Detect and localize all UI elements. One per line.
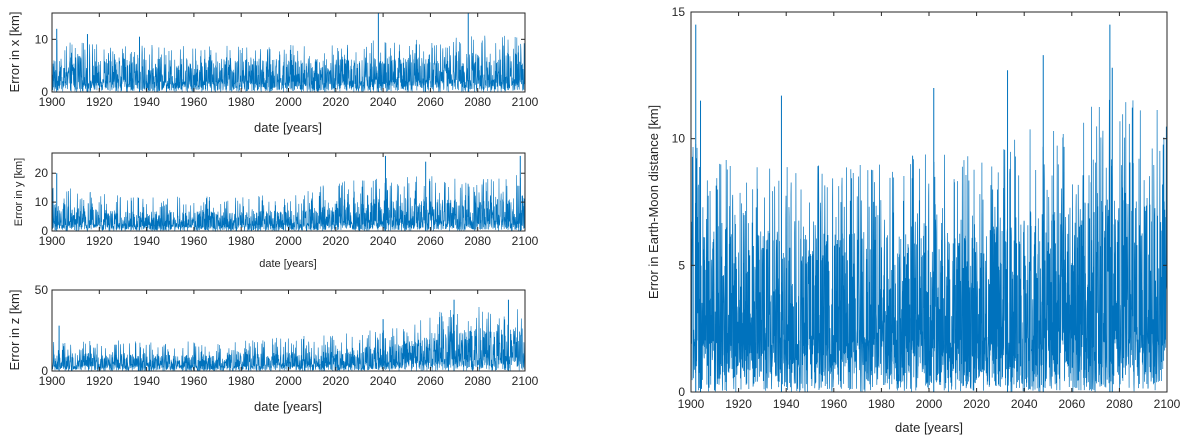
x-tick-label: 2080	[464, 374, 491, 388]
y-tick-label: 10	[672, 132, 686, 146]
y-axis-label-y: Error in y [km]	[13, 158, 25, 226]
x-tick-label: 2020	[963, 397, 990, 411]
y-tick-label: 10	[35, 195, 49, 209]
y-axis-label-x: Error in x [km]	[7, 12, 22, 93]
x-tick-label: 1980	[228, 374, 255, 388]
x-tick-label: 2080	[1106, 397, 1133, 411]
x-tick-label: 2040	[370, 234, 397, 248]
x-tick-label: 1960	[181, 374, 208, 388]
x-tick-label: 2060	[1058, 397, 1085, 411]
x-tick-label: 2040	[370, 374, 397, 388]
series-line	[51, 175, 526, 233]
axes-frame	[51, 289, 526, 372]
x-tick-label: 1900	[678, 397, 705, 411]
x-tick-label: 2080	[464, 234, 491, 248]
x-tick-label: 1900	[39, 234, 66, 248]
y-tick-label: 50	[35, 283, 49, 297]
x-tick-label: 2020	[322, 95, 349, 109]
y-axis-label-distance: Error in Earth-Moon distance [km]	[646, 105, 661, 299]
x-tick-label: 1920	[725, 397, 752, 411]
x-tick-label: 1960	[181, 95, 208, 109]
x-tick-label: 2020	[322, 234, 349, 248]
x-tick-label: 1920	[86, 234, 113, 248]
x-tick-label: 2040	[1011, 397, 1038, 411]
series-y	[51, 155, 526, 233]
chart-error-z: 1900 1920 1940 1960 1980 2000 2020 2040 2060 2080…	[7, 283, 539, 414]
axes-distance: 1900 1920 1940 1960 1980 2000 2020 2040 2060 2080…	[672, 5, 1181, 411]
axes-frame	[51, 12, 526, 93]
x-tick-label: 2000	[275, 95, 302, 109]
y-tick-label: 0	[41, 364, 48, 378]
axes-x: 1900 1920 1940 1960 1980 2000 2020 2040 2060 2080…	[35, 12, 539, 109]
y-tick-label: 5	[678, 258, 685, 272]
x-tick-label: 2000	[275, 234, 302, 248]
axes-y: 1900 1920 1940 1960 1980 2000 2020 2040 2060 2080…	[35, 152, 539, 248]
x-tick-label: 1980	[228, 95, 255, 109]
axes-frame	[690, 11, 1168, 393]
x-tick-label: 2060	[417, 374, 444, 388]
x-tick-label: 2000	[916, 397, 943, 411]
x-tick-label: 2080	[464, 95, 491, 109]
chart-error-x: 1900 1920 1940 1960 1980 2000 2020 2040 2060 2080…	[7, 12, 539, 135]
x-tick-label: 2000	[275, 374, 302, 388]
x-axis-label-x: date [years]	[254, 120, 322, 135]
x-tick-label: 1920	[86, 374, 113, 388]
y-tick-label: 0	[41, 85, 48, 99]
x-tick-label: 1960	[181, 234, 208, 248]
x-tick-label: 1940	[773, 397, 800, 411]
chart-earth-moon-distance: 1900 1920 1940 1960 1980 2000 2020 2040 2060 2080…	[646, 5, 1181, 435]
x-tick-label: 2020	[322, 374, 349, 388]
axes-frame	[51, 152, 526, 232]
x-tick-label: 1940	[133, 234, 160, 248]
y-axis-label-z: Error in z [km]	[7, 290, 22, 371]
series-line	[51, 35, 526, 93]
series-distance	[690, 24, 1168, 392]
x-tick-label: 1900	[39, 95, 66, 109]
y-tick-label: 10	[35, 32, 49, 46]
series-x	[51, 13, 526, 93]
x-tick-label: 2060	[417, 234, 444, 248]
axes-z: 1900 1920 1940 1960 1980 2000 2020 2040 2060 2080…	[35, 283, 539, 388]
x-tick-label: 2100	[1154, 397, 1181, 411]
x-axis-label-y: date [years]	[259, 258, 316, 270]
x-tick-label: 1940	[133, 374, 160, 388]
x-tick-label: 1980	[228, 234, 255, 248]
x-tick-label: 1900	[39, 374, 66, 388]
x-tick-label: 2100	[512, 374, 539, 388]
y-tick-label: 0	[678, 385, 685, 399]
y-tick-label: 15	[672, 5, 686, 19]
x-tick-label: 2100	[512, 234, 539, 248]
x-tick-label: 1960	[820, 397, 847, 411]
y-tick-label: 0	[41, 224, 48, 238]
x-tick-label: 1940	[133, 95, 160, 109]
x-axis-label-distance: date [years]	[895, 420, 963, 435]
x-tick-label: 2060	[417, 95, 444, 109]
series-line	[690, 99, 1168, 392]
x-axis-label-z: date [years]	[254, 399, 322, 414]
x-tick-label: 1980	[868, 397, 895, 411]
x-tick-label: 2040	[370, 95, 397, 109]
y-tick-label: 20	[35, 166, 49, 180]
chart-error-y: 1900 1920 1940 1960 1980 2000 2020 2040 2060 2080…	[13, 152, 539, 270]
x-tick-label: 1920	[86, 95, 113, 109]
x-tick-label: 2100	[512, 95, 539, 109]
